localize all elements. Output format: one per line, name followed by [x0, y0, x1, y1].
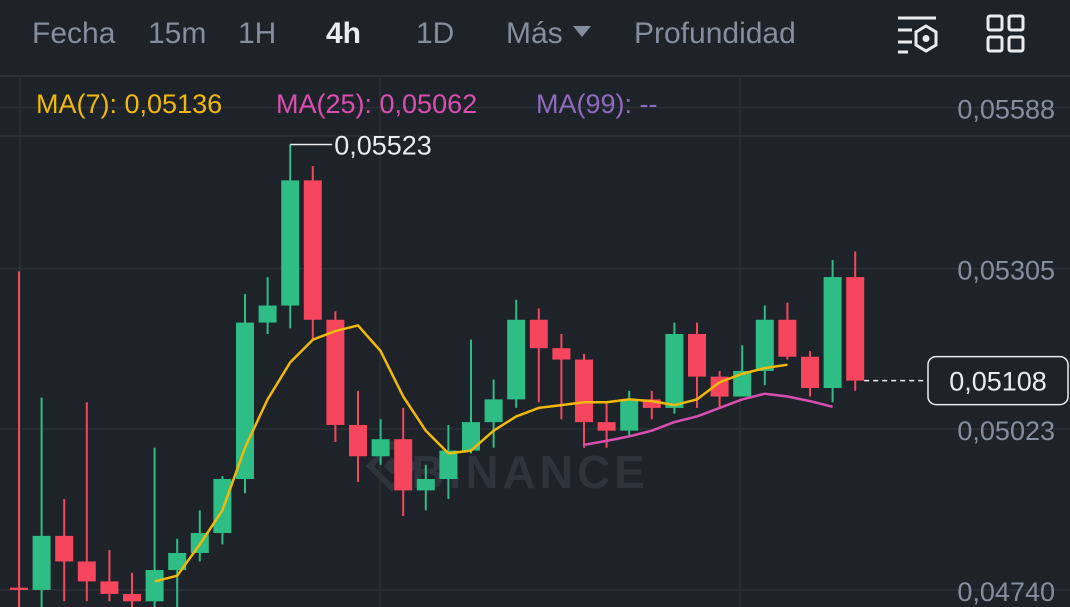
ma7-readout: MA(7): 0,05136 [36, 89, 223, 119]
candle-body [213, 479, 232, 534]
ma99-readout: MA(99): -- [536, 89, 658, 119]
price-axis-label: 0,05588 [957, 95, 1055, 125]
candle-body [281, 180, 300, 306]
candle-body [778, 319, 797, 357]
candle-body [642, 399, 661, 408]
tab-4h[interactable]: 4h [326, 17, 362, 50]
candle-body [733, 370, 752, 397]
candle-body [665, 333, 684, 408]
grid-layout-icon[interactable] [986, 14, 1026, 59]
candle-body [439, 450, 458, 480]
caret-down-icon [572, 25, 591, 37]
candle-body [416, 479, 435, 491]
chart-settings-icon[interactable] [896, 14, 940, 61]
chart-toolbar: Fecha 15m 1H 4h 1D Más Profundidad [0, 0, 1070, 72]
tab-fecha[interactable]: Fecha [32, 17, 116, 50]
candle-body [55, 535, 74, 562]
candle-body [688, 333, 706, 377]
tab-profundidad[interactable]: Profundidad [634, 17, 796, 50]
candle-body [77, 561, 96, 582]
price-axis-label: 0,04740 [957, 577, 1055, 607]
candle-body [484, 399, 503, 423]
tab-15m[interactable]: 15m [148, 17, 207, 50]
tab-1h[interactable]: 1H [238, 17, 277, 50]
ma7-line [154, 324, 788, 583]
candle-body [846, 277, 865, 381]
candle-body [258, 305, 277, 323]
candle-body [394, 439, 413, 491]
high-price-label: 0,05523 [334, 131, 432, 161]
candle-body [349, 424, 367, 457]
more-label: Más [506, 17, 563, 50]
candle-body [755, 319, 774, 371]
candle-body [462, 422, 480, 451]
candle-body [10, 587, 28, 590]
candle-body [303, 180, 322, 320]
candle-body [326, 319, 345, 425]
candle-body [145, 570, 164, 602]
ma25-readout: MA(25): 0,05062 [276, 89, 478, 119]
candle-body [507, 319, 526, 400]
candle-body [100, 581, 119, 594]
candle-body [371, 439, 390, 457]
candlestick-chart[interactable]: BINANCE 0,055880,053050,050230,047400,05… [0, 78, 1070, 607]
candle-body [552, 348, 571, 360]
candle-body [801, 356, 819, 389]
price-axis-label: 0,05305 [957, 256, 1055, 286]
candle-body [575, 359, 593, 423]
price-axis-label: 0,05023 [957, 416, 1055, 446]
candle-body [32, 535, 51, 590]
candle-body [597, 422, 616, 431]
toolbar-divider [0, 75, 1070, 77]
more-dropdown[interactable]: Más [506, 14, 591, 54]
candle-body [168, 552, 187, 571]
ma25-line [583, 392, 833, 447]
candle-body [123, 593, 141, 602]
last-price-label: 0,05108 [949, 367, 1047, 397]
last-price-badge [927, 355, 1069, 406]
candle-body [236, 322, 254, 480]
candle-body [529, 319, 548, 349]
candle-body [620, 399, 639, 431]
candle-body [823, 277, 842, 389]
tab-1d[interactable]: 1D [416, 17, 455, 50]
